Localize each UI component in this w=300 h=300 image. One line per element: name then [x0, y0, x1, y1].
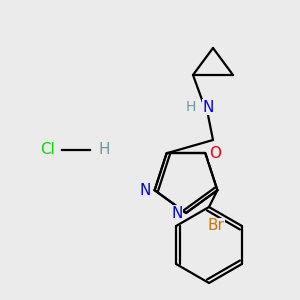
Text: Cl: Cl — [40, 142, 55, 158]
Text: H: H — [98, 142, 110, 158]
Text: N: N — [140, 183, 151, 198]
Text: N: N — [171, 206, 183, 220]
Text: N: N — [202, 100, 214, 115]
Text: Br: Br — [207, 218, 224, 233]
Text: H: H — [186, 100, 196, 114]
Text: O: O — [209, 146, 221, 161]
